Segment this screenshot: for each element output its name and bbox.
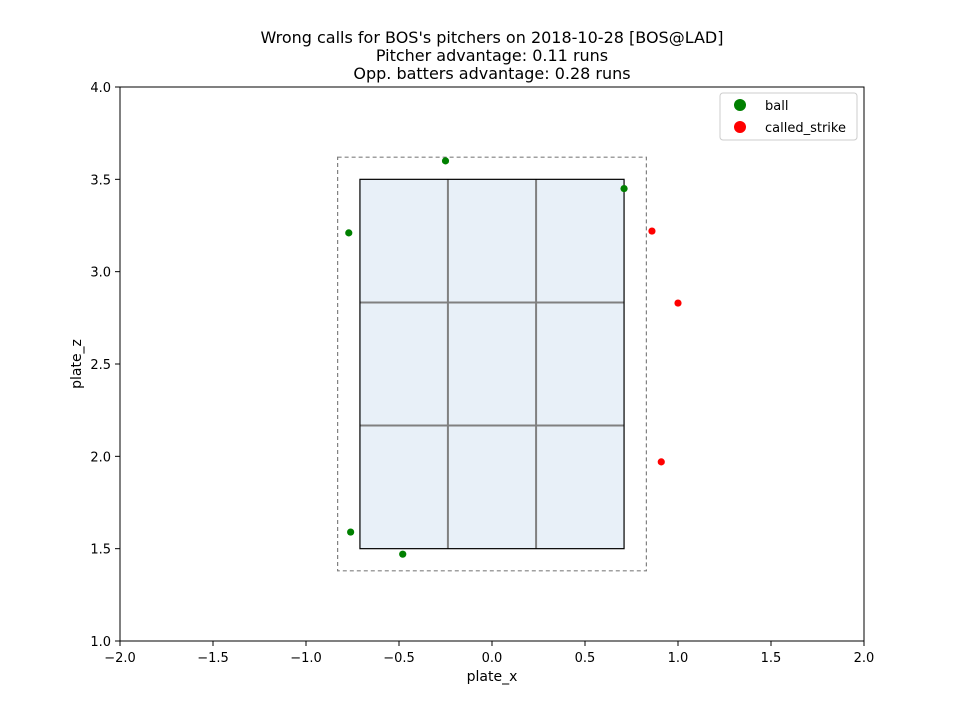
ticks-layer: −2.0 −1.5 −1.0 −0.5 0.0 0.5 1.0 1.5 2.0 1.0 1.5 2.0… [90, 81, 874, 666]
ball-point-3 [347, 528, 355, 536]
y-tick-label-4: 3.0 [90, 266, 111, 281]
y-tick-label-5: 3.5 [90, 173, 111, 188]
x-tick-label-7: 1.5 [761, 651, 782, 666]
chart-title-line-1: Wrong calls for BOS's pitchers on 2018-1… [260, 28, 724, 47]
y-axis-label: plate_z [69, 339, 85, 389]
ball-point-4 [399, 550, 407, 558]
legend: ball called_strike [719, 92, 858, 141]
x-tick-label-3: −0.5 [383, 651, 415, 666]
y-tick-label-1: 1.5 [90, 543, 111, 558]
legend-label-called_strike: called_strike [765, 121, 846, 136]
y-tick-label-3: 2.5 [90, 358, 111, 373]
legend-marker-ball [734, 99, 746, 111]
called_strike-point-1 [674, 299, 682, 307]
ball-point-2 [345, 229, 353, 237]
called_strike-point-2 [657, 458, 665, 466]
chart-title-line-2: Pitcher advantage: 0.11 runs [375, 46, 609, 65]
legend-box [719, 92, 858, 141]
points-layer [345, 157, 682, 558]
legend-label-ball: ball [765, 99, 788, 114]
strike-zone-fill [359, 179, 625, 549]
x-tick-label-1: −1.5 [197, 651, 229, 666]
x-tick-label-0: −2.0 [104, 651, 136, 666]
chart-title-line-3: Opp. batters advantage: 0.28 runs [353, 64, 631, 83]
x-axis-label: plate_x [467, 669, 518, 685]
ball-point-0 [441, 157, 450, 165]
y-tick-label-2: 2.0 [90, 450, 111, 465]
zone-layer [337, 156, 647, 572]
x-tick-label-5: 0.5 [575, 651, 596, 666]
y-tick-label-6: 4.0 [90, 81, 111, 96]
x-tick-label-8: 2.0 [854, 651, 875, 666]
x-tick-label-6: 1.0 [668, 651, 689, 666]
legend-marker-called_strike [734, 121, 746, 133]
buffer-zone [337, 156, 647, 572]
y-tick-label-0: 1.0 [90, 635, 111, 650]
called_strike-point-0 [648, 227, 656, 235]
strike-zone-border [359, 178, 625, 550]
ball-point-1 [620, 184, 628, 193]
x-tick-label-4: 0.0 [482, 651, 503, 666]
x-tick-label-2: −1.0 [290, 651, 322, 666]
